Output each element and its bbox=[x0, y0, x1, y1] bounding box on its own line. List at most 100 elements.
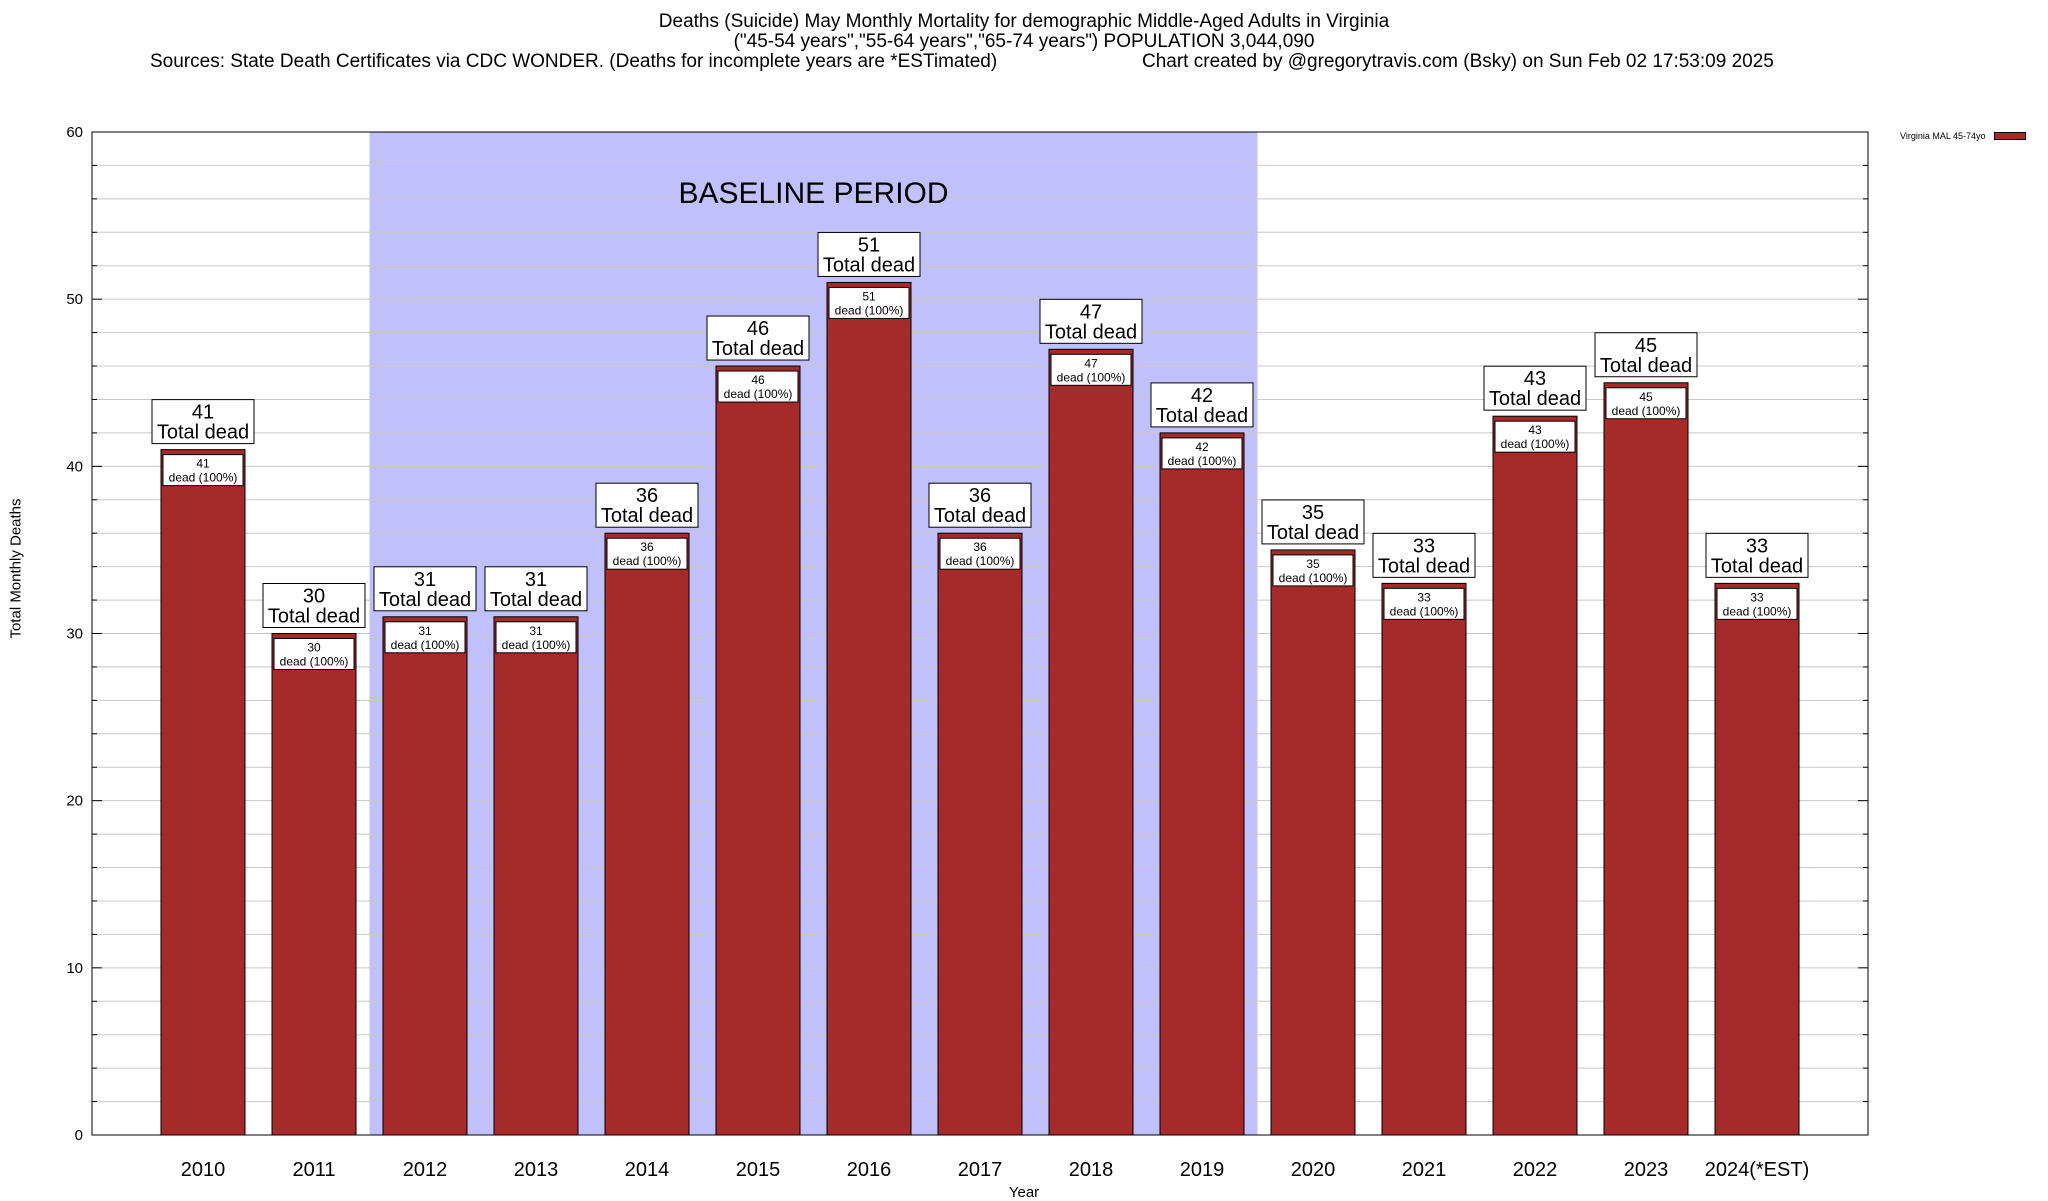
x-tick-label: 2023 bbox=[1624, 1159, 1669, 1181]
total-value-label: 43 bbox=[1524, 368, 1546, 390]
total-label-box bbox=[595, 482, 699, 528]
legend-label: Virginia MAL 45-74yo bbox=[1900, 131, 1986, 141]
x-tick-label: 2015 bbox=[736, 1159, 781, 1181]
total-value-label: 30 bbox=[303, 586, 325, 608]
total-value-label: 47 bbox=[1080, 301, 1102, 323]
x-tick-label: 2016 bbox=[847, 1159, 892, 1181]
x-tick-label: 2019 bbox=[1180, 1159, 1225, 1181]
inner-value-label: 30 bbox=[307, 641, 321, 655]
total-label-box bbox=[484, 566, 588, 612]
inner-label-box bbox=[1383, 587, 1465, 620]
inner-share-label: dead (100%) bbox=[1390, 604, 1459, 618]
inner-value-label: 31 bbox=[529, 624, 543, 638]
total-dead-label: Total dead bbox=[157, 422, 249, 444]
total-dead-label: Total dead bbox=[268, 606, 360, 628]
total-label-box bbox=[706, 315, 810, 361]
inner-value-label: 36 bbox=[640, 540, 654, 554]
inner-value-label: 47 bbox=[1084, 356, 1098, 370]
x-tick-label: 2017 bbox=[958, 1159, 1003, 1181]
total-label-box bbox=[1039, 298, 1143, 344]
chart-title: Deaths (Suicide) May Monthly Mortality f… bbox=[658, 11, 1390, 32]
inner-share-label: dead (100%) bbox=[946, 554, 1015, 568]
total-label-box bbox=[1483, 365, 1587, 411]
legend-swatch bbox=[1993, 132, 2026, 140]
inner-share-label: dead (100%) bbox=[280, 655, 349, 669]
y-tick-label: 50 bbox=[66, 291, 83, 308]
legend: Virginia MAL 45-74yo bbox=[1900, 131, 2026, 141]
inner-label-box bbox=[273, 638, 355, 670]
total-label-box bbox=[1705, 532, 1809, 578]
total-dead-label: Total dead bbox=[1711, 555, 1803, 577]
bar bbox=[493, 616, 579, 1136]
inner-label-box bbox=[1050, 353, 1132, 386]
total-value-label: 33 bbox=[1413, 535, 1435, 557]
inner-label-box bbox=[495, 621, 577, 654]
inner-label-box bbox=[717, 370, 799, 403]
total-dead-label: Total dead bbox=[490, 589, 582, 611]
bar bbox=[1714, 582, 1800, 1136]
total-label-box bbox=[373, 566, 477, 612]
bar bbox=[160, 449, 246, 1136]
total-label-box bbox=[1372, 532, 1476, 578]
total-label-box bbox=[1150, 382, 1254, 428]
inner-share-label: dead (100%) bbox=[613, 554, 682, 568]
y-tick-label: 0 bbox=[75, 1127, 83, 1144]
y-tick-label: 40 bbox=[66, 458, 83, 475]
total-value-label: 36 bbox=[636, 485, 658, 507]
sources-line: Sources: State Death Certificates via CD… bbox=[0, 52, 2048, 72]
bar bbox=[1159, 432, 1245, 1136]
y-tick-label: 60 bbox=[66, 124, 83, 141]
total-dead-label: Total dead bbox=[1489, 388, 1581, 410]
inner-label-box bbox=[606, 537, 688, 570]
total-value-label: 41 bbox=[192, 402, 214, 424]
inner-label-box bbox=[828, 286, 910, 319]
x-tick-label: 2022 bbox=[1513, 1159, 1558, 1181]
bar bbox=[1603, 382, 1689, 1136]
x-tick-label: 2018 bbox=[1069, 1159, 1114, 1181]
inner-share-label: dead (100%) bbox=[835, 303, 904, 317]
x-tick-label: 2014 bbox=[625, 1159, 670, 1181]
y-tick-label: 10 bbox=[66, 960, 83, 977]
x-tick-label: 2011 bbox=[292, 1159, 335, 1181]
total-dead-label: Total dead bbox=[1378, 555, 1470, 577]
total-value-label: 31 bbox=[525, 569, 547, 591]
bar bbox=[1492, 415, 1578, 1136]
total-label-box bbox=[817, 231, 921, 277]
inner-value-label: 51 bbox=[862, 289, 876, 303]
inner-value-label: 33 bbox=[1417, 590, 1431, 604]
total-label-box bbox=[1261, 499, 1365, 545]
inner-share-label: dead (100%) bbox=[724, 387, 793, 401]
bar bbox=[937, 532, 1023, 1136]
total-value-label: 42 bbox=[1191, 385, 1213, 407]
total-dead-label: Total dead bbox=[1600, 355, 1692, 377]
total-dead-label: Total dead bbox=[601, 505, 693, 527]
total-dead-label: Total dead bbox=[1156, 405, 1248, 427]
total-label-box bbox=[151, 399, 255, 445]
x-tick-label: 2010 bbox=[181, 1159, 226, 1181]
total-dead-label: Total dead bbox=[934, 505, 1026, 527]
inner-share-label: dead (100%) bbox=[391, 638, 460, 652]
inner-label-box bbox=[1605, 387, 1687, 420]
sources-note: Sources: State Death Certificates via CD… bbox=[150, 51, 998, 72]
bar bbox=[1381, 582, 1467, 1136]
bar bbox=[1048, 348, 1134, 1136]
credit-note: Chart created by @gregorytravis.com (Bsk… bbox=[1142, 51, 1774, 72]
inner-share-label: dead (100%) bbox=[1279, 571, 1348, 585]
total-dead-label: Total dead bbox=[379, 589, 471, 611]
inner-value-label: 41 bbox=[196, 457, 210, 471]
inner-share-label: dead (100%) bbox=[1168, 454, 1237, 468]
x-tick-label: 2021 bbox=[1402, 1159, 1447, 1181]
inner-label-box bbox=[939, 537, 1021, 570]
inner-label-box bbox=[1161, 437, 1243, 470]
total-value-label: 45 bbox=[1635, 335, 1657, 357]
baseline-period-label: BASELINE PERIOD bbox=[678, 177, 948, 210]
chart-subtitle: ("45-54 years","55-64 years","65-74 year… bbox=[733, 31, 1315, 52]
total-dead-label: Total dead bbox=[712, 338, 804, 360]
total-value-label: 31 bbox=[414, 569, 436, 591]
inner-value-label: 42 bbox=[1195, 440, 1209, 454]
inner-share-label: dead (100%) bbox=[1501, 437, 1570, 451]
inner-value-label: 33 bbox=[1750, 590, 1764, 604]
inner-value-label: 45 bbox=[1639, 390, 1653, 404]
x-tick-label: 2020 bbox=[1291, 1159, 1336, 1181]
